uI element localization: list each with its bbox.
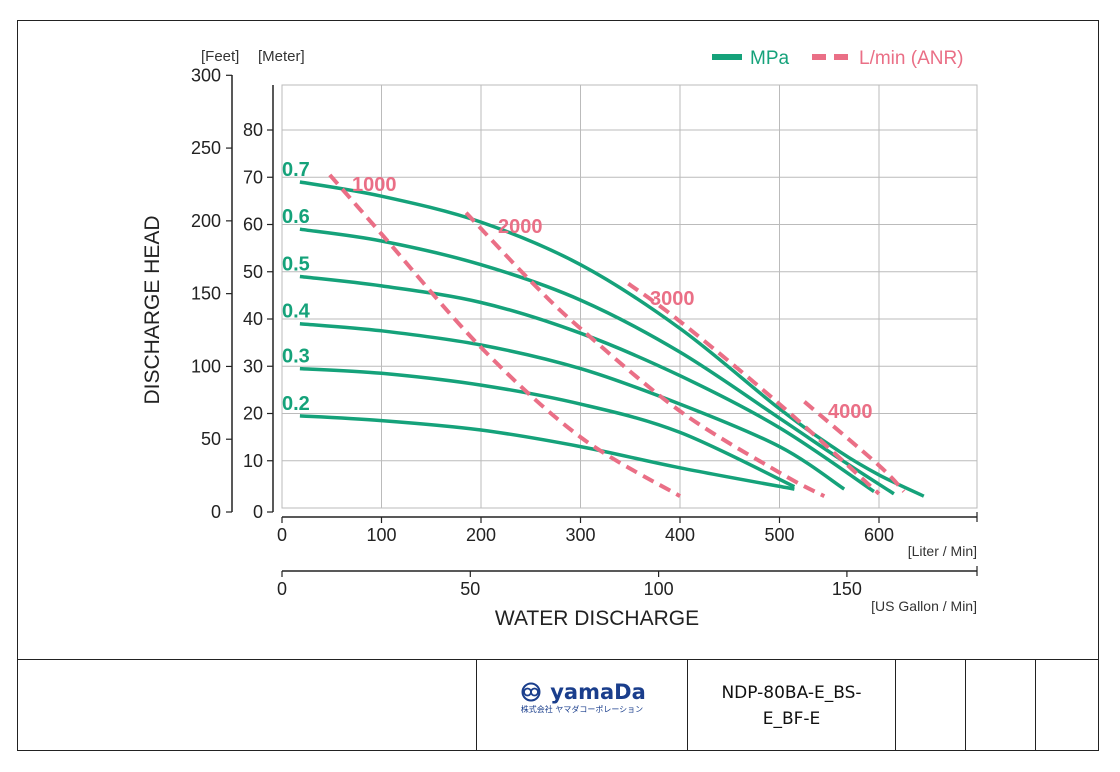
x-tick-label-gallon: 150 [832, 579, 862, 599]
yamada-emblem-icon [521, 682, 541, 702]
plot-frame [281, 84, 978, 509]
pressure-label-0.2: 0.2 [282, 393, 310, 415]
y-tick-label-meter: 80 [243, 120, 263, 140]
y-tick-label-meter: 60 [243, 215, 263, 235]
y-tick-label-meter: 0 [253, 502, 263, 522]
empty-cell-3 [1035, 660, 1099, 751]
y-tick-label-feet: 250 [191, 138, 221, 158]
y-axis-title: DISCHARGE HEAD [141, 215, 164, 404]
y-tick-label-feet: 300 [191, 65, 221, 85]
y-tick-label-feet: 100 [191, 356, 221, 376]
pressure-curve-0.2 [299, 414, 795, 491]
model-number: NDP-80BA-E_BS-E_BF-E [687, 660, 895, 751]
x-tick-label-liter: 400 [665, 525, 695, 545]
x-tick-label-gallon: 100 [644, 579, 674, 599]
pressure-label-0.3: 0.3 [282, 346, 310, 368]
pressure-curve-0.3 [299, 366, 796, 489]
y-tick-label-feet: 200 [191, 211, 221, 231]
x-unit-gallon: [US Gallon / Min] [871, 598, 977, 614]
x-axis-title: WATER DISCHARGE [495, 607, 699, 630]
legend-mpa-label: MPa [750, 48, 790, 69]
x-tick-label-liter: 200 [466, 525, 496, 545]
y-tick-label-meter: 30 [243, 356, 263, 376]
x-tick-label-liter: 100 [366, 525, 396, 545]
x-unit-liter: [Liter / Min] [908, 543, 977, 559]
drawing-sheet [17, 20, 1099, 751]
y-tick-label-feet: 150 [191, 284, 221, 304]
air-flow-curve-1000 [328, 173, 682, 498]
y-tick-label-feet: 50 [201, 429, 221, 449]
air-flow-label-4000: 4000 [828, 401, 873, 423]
pressure-curve-0.7 [299, 180, 925, 498]
brand-name: yamaDa [550, 680, 646, 704]
y-tick-label-meter: 50 [243, 262, 263, 282]
empty-cell-1 [895, 660, 965, 751]
y-tick-label-meter: 10 [243, 451, 263, 471]
y-unit-feet: [Feet] [201, 48, 239, 65]
pressure-curve-0.5 [299, 274, 875, 493]
air-flow-curve-4000 [803, 400, 906, 493]
legend-lmin-label: L/min (ANR) [859, 48, 964, 69]
air-flow-curve-2000 [464, 211, 826, 498]
pressure-curve-0.6 [299, 227, 895, 496]
pressure-label-0.6: 0.6 [282, 206, 310, 228]
x-tick-label-liter: 600 [864, 525, 894, 545]
x-tick-label-gallon: 0 [277, 579, 287, 599]
brand-logo: yamaDa [518, 680, 646, 704]
pressure-label-0.5: 0.5 [282, 253, 310, 275]
x-tick-label-liter: 500 [764, 525, 794, 545]
air-flow-label-2000: 2000 [498, 216, 543, 238]
empty-cell-2 [965, 660, 1035, 751]
x-tick-label-liter: 0 [277, 525, 287, 545]
logo-cell: yamaDa 株式会社 ヤマダコーポレーション [476, 660, 687, 751]
air-flow-curve-3000 [627, 281, 881, 496]
y-tick-label-meter: 40 [243, 309, 263, 329]
x-tick-label-liter: 300 [565, 525, 595, 545]
air-flow-label-1000: 1000 [352, 174, 397, 196]
x-tick-label-gallon: 50 [460, 579, 480, 599]
air-flow-label-3000: 3000 [650, 288, 695, 310]
pressure-label-0.7: 0.7 [282, 159, 310, 181]
brand-subtitle: 株式会社 ヤマダコーポレーション [520, 705, 644, 714]
pressure-curve-0.4 [299, 321, 846, 491]
y-tick-label-meter: 70 [243, 167, 263, 187]
pressure-label-0.4: 0.4 [282, 301, 311, 323]
y-tick-label-meter: 20 [243, 404, 263, 424]
y-tick-label-feet: 0 [211, 502, 221, 522]
title-block: yamaDa 株式会社 ヤマダコーポレーション NDP-80BA-E_BS-E_… [17, 659, 1099, 751]
y-unit-meter: [Meter] [258, 48, 305, 65]
